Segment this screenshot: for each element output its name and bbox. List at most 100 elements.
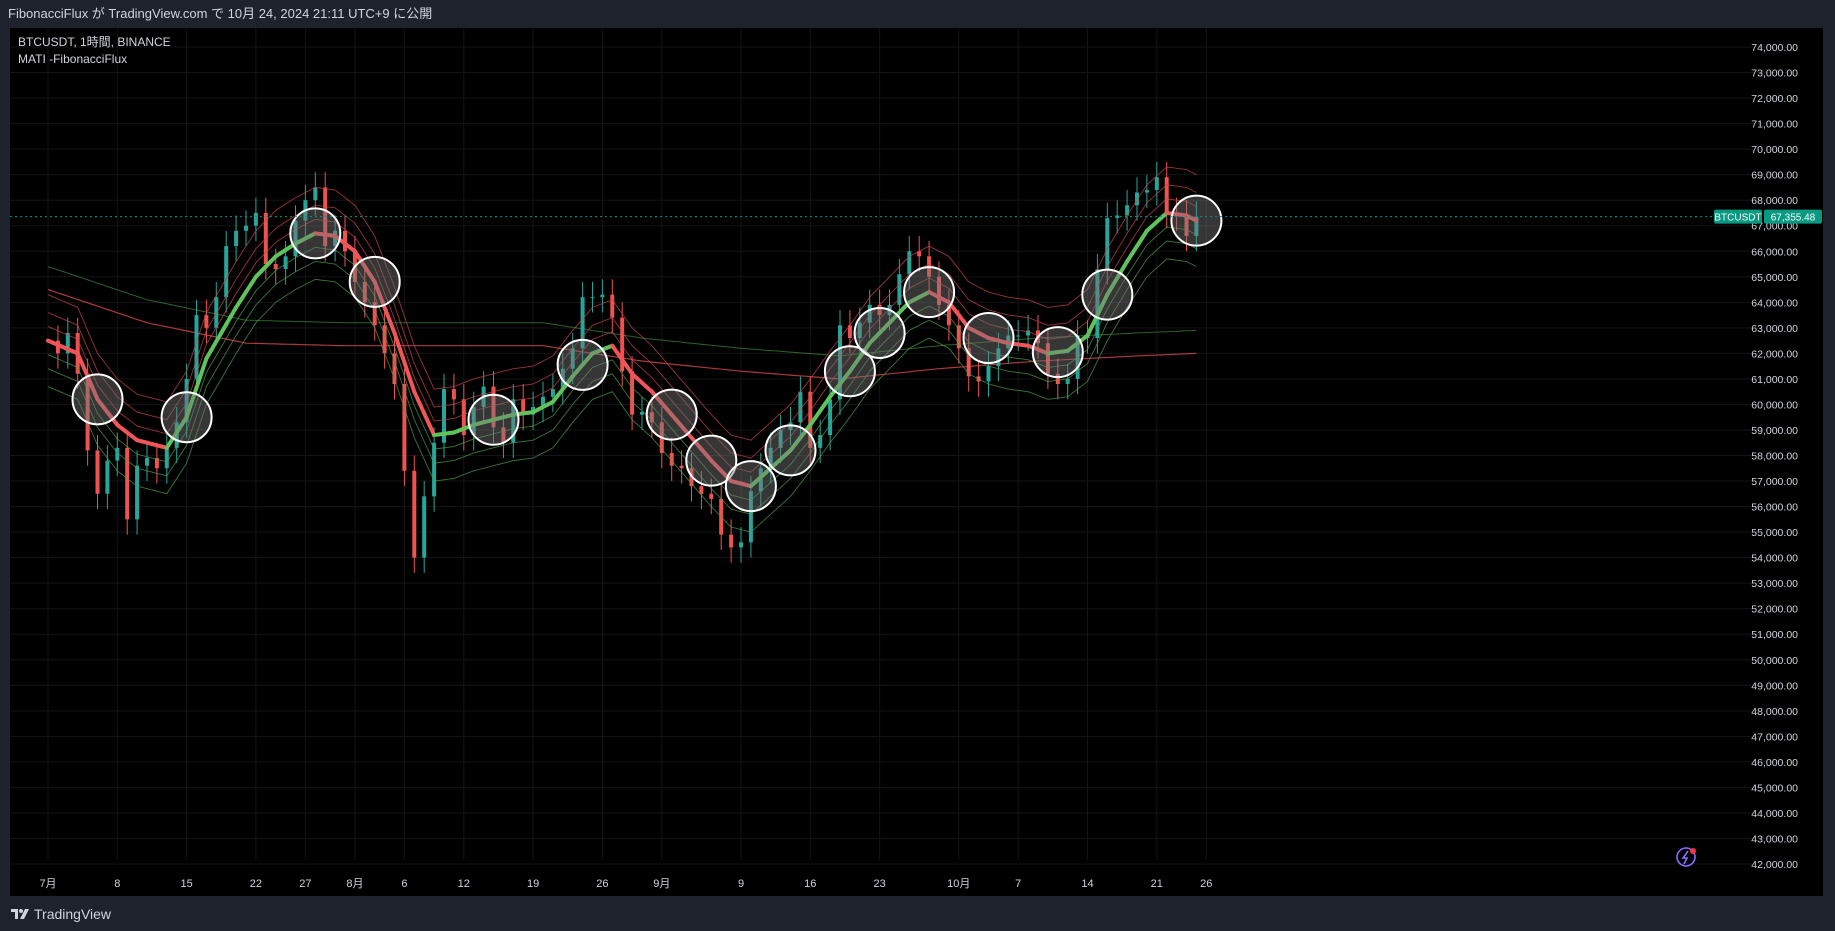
x-tick-label: 9 — [738, 878, 744, 890]
x-tick-label: 23 — [873, 878, 885, 890]
ribbon-segment — [407, 374, 417, 394]
candle-body — [600, 294, 605, 298]
y-tick-label: 56,000.00 — [1751, 502, 1798, 514]
signal-circle[interactable] — [645, 388, 698, 441]
signal-circle[interactable] — [289, 207, 342, 260]
chart-pane[interactable] — [10, 28, 1823, 896]
candle-body — [956, 325, 961, 349]
candle-body — [778, 429, 783, 448]
candle-body — [699, 486, 704, 494]
chart-legend: BTCUSDT, 1時間, BINANCE MATI -FibonacciFlu… — [18, 34, 171, 68]
y-tick-label: 67,000.00 — [1751, 221, 1798, 233]
candle-body — [105, 460, 110, 494]
candle-body — [135, 465, 140, 520]
candle-body — [432, 442, 437, 497]
y-axis: 42,000.00 43,000.00 44,000.00 45,000.00 46,0… — [1751, 42, 1798, 871]
y-tick-label: 51,000.00 — [1751, 629, 1798, 641]
signal-circle[interactable] — [556, 338, 609, 391]
signal-circle[interactable] — [348, 255, 401, 308]
symbol-tag-bg — [1714, 209, 1762, 224]
y-tick-label: 61,000.00 — [1751, 374, 1798, 386]
y-tick-label: 45,000.00 — [1751, 782, 1798, 794]
candle-body — [1115, 215, 1120, 219]
y-tick-label: 54,000.00 — [1751, 553, 1798, 565]
y-tick-label: 72,000.00 — [1751, 93, 1798, 105]
ribbon-band-line — [47, 166, 1197, 441]
y-tick-label: 58,000.00 — [1751, 451, 1798, 463]
candle-body — [471, 406, 476, 436]
candle-body — [986, 366, 991, 382]
candle-body — [224, 246, 229, 298]
y-tick-label: 43,000.00 — [1751, 833, 1798, 845]
signal-circle[interactable] — [685, 434, 738, 487]
candle-body — [422, 496, 427, 558]
candle-body — [640, 412, 644, 415]
candle-body — [808, 391, 813, 448]
signal-circle[interactable] — [71, 373, 124, 426]
candle-body — [85, 373, 90, 451]
candle-body — [946, 304, 951, 326]
signal-circle[interactable] — [903, 266, 956, 319]
signal-circles — [71, 194, 1223, 513]
candle-body — [580, 297, 585, 349]
candle-body — [620, 317, 625, 372]
candle-body — [253, 212, 258, 226]
ribbon-band-line — [47, 240, 1197, 515]
candle-body — [372, 302, 377, 326]
candle-body — [521, 399, 526, 415]
price-tag-label: 67,355.48 — [1771, 213, 1816, 224]
x-tick-label: 12 — [458, 878, 470, 890]
signal-circle[interactable] — [1170, 194, 1223, 247]
candle-body — [204, 315, 209, 328]
price-tag-bg — [1764, 209, 1822, 224]
ribbon-segment — [184, 400, 194, 420]
ribbon-segment — [194, 371, 204, 390]
tradingview-brand[interactable]: TradingView — [10, 904, 111, 924]
candle-body — [610, 294, 615, 318]
x-tick-label: 7 — [1015, 878, 1021, 890]
candle-body — [164, 447, 169, 469]
candle-body — [867, 304, 872, 323]
signal-circle[interactable] — [823, 345, 876, 398]
signal-circle[interactable] — [467, 393, 520, 446]
ribbon — [46, 166, 1199, 533]
candle-body — [709, 493, 714, 499]
ribbon-band-line — [47, 198, 1197, 473]
candle-body — [877, 304, 882, 316]
candle-body — [818, 435, 823, 448]
signal-circle[interactable] — [764, 424, 817, 477]
replay-icon[interactable] — [1676, 847, 1696, 867]
symbol-legend[interactable]: BTCUSDT, 1時間, BINANCE — [18, 35, 171, 49]
candle-body — [669, 452, 674, 466]
signal-circle[interactable] — [1081, 268, 1134, 321]
y-tick-label: 55,000.00 — [1751, 527, 1798, 539]
candle-body — [1125, 205, 1130, 216]
candle-body — [1095, 269, 1100, 339]
x-tick-label: 26 — [596, 878, 608, 890]
candle-body — [550, 389, 555, 397]
ribbon-segment — [85, 374, 95, 390]
y-tick-label: 46,000.00 — [1751, 757, 1798, 769]
price-tag-group: BTCUSDT 67,355.48 — [10, 209, 1822, 224]
x-tick-label: 14 — [1081, 878, 1093, 890]
ribbon-segment — [1189, 216, 1199, 223]
y-tick-label: 71,000.00 — [1751, 119, 1798, 131]
candle-body — [501, 427, 506, 443]
y-tick-label: 57,000.00 — [1751, 476, 1798, 488]
candle-body — [412, 470, 417, 558]
candle-body — [65, 332, 70, 354]
signal-circle[interactable] — [1031, 326, 1084, 379]
signal-circle[interactable] — [160, 391, 213, 444]
indicator-legend[interactable]: MATI -FibonacciFlux — [18, 52, 128, 66]
signal-circle[interactable] — [853, 306, 906, 359]
symbol-tag-label: BTCUSDT — [1714, 213, 1761, 224]
candle-body — [511, 399, 516, 443]
signal-circle[interactable] — [724, 460, 777, 513]
ribbon-segment — [387, 318, 397, 335]
signal-circle[interactable] — [962, 312, 1015, 365]
candle-body — [966, 348, 971, 377]
candle-body — [382, 325, 387, 354]
candle-body — [828, 399, 833, 436]
y-tick-label: 48,000.00 — [1751, 706, 1798, 718]
